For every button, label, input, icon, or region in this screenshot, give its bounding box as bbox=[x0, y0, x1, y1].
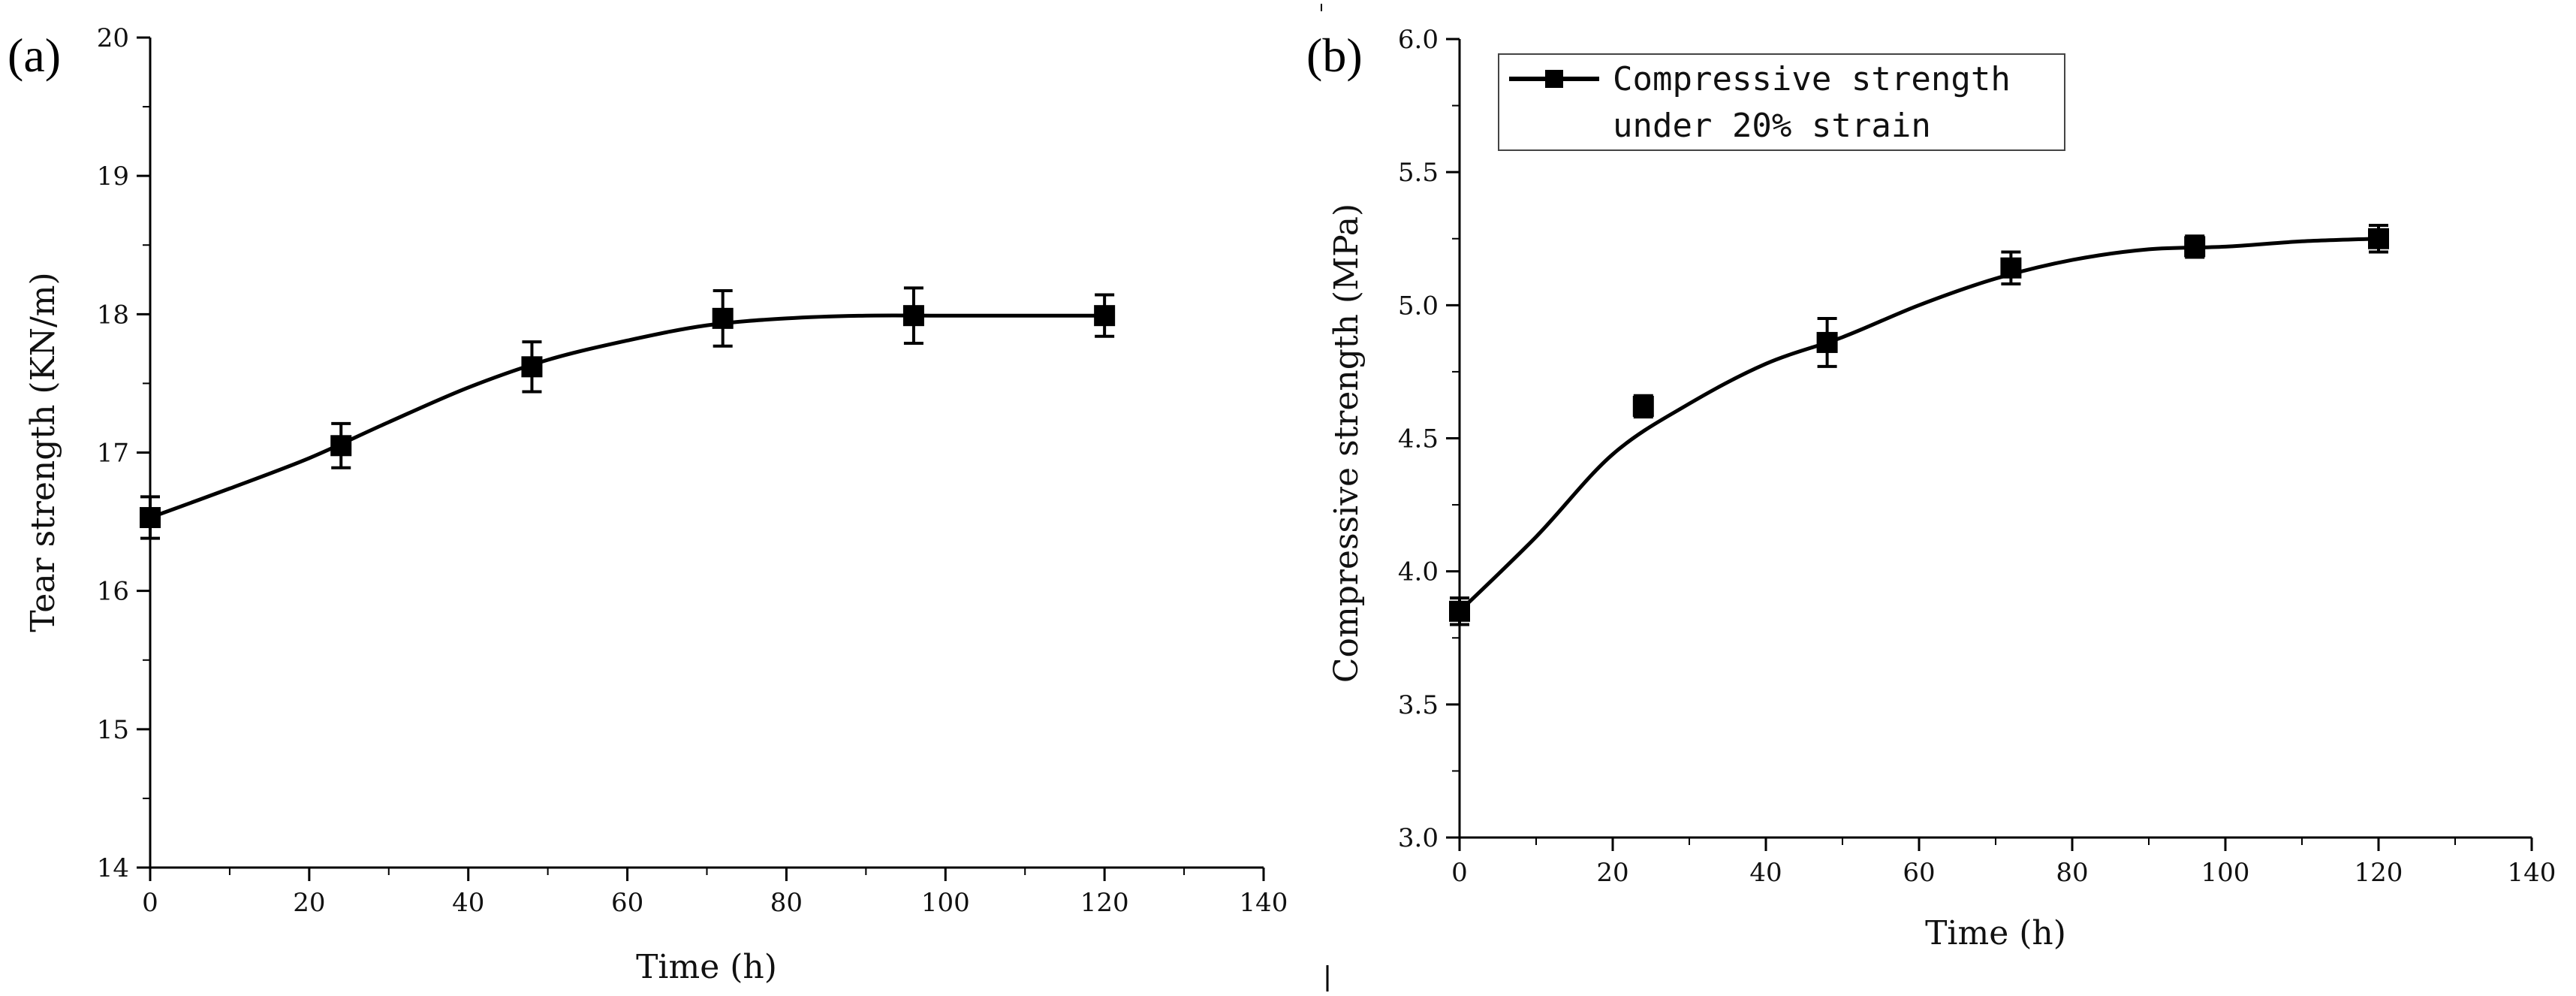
y-tick-label: 6.0 bbox=[1398, 25, 1439, 55]
y-tick-label: 16 bbox=[97, 577, 129, 607]
square-marker bbox=[2184, 236, 2206, 258]
x-tick-label: 140 bbox=[1240, 888, 1288, 918]
y-tick-label: 4.0 bbox=[1398, 557, 1439, 587]
y-tick-label: 5.0 bbox=[1398, 291, 1439, 321]
square-marker bbox=[140, 507, 161, 529]
square-marker bbox=[2000, 257, 2022, 279]
y-tick-label: 20 bbox=[97, 23, 129, 53]
x-tick-label: 80 bbox=[2056, 858, 2088, 888]
x-tick-label: 40 bbox=[452, 888, 484, 918]
x-tick-label: 20 bbox=[293, 888, 325, 918]
data-point bbox=[2184, 234, 2206, 259]
data-point bbox=[521, 340, 543, 394]
square-marker bbox=[1094, 305, 1116, 327]
data-point bbox=[1449, 596, 1470, 626]
y-tick-label: 3.0 bbox=[1398, 823, 1439, 853]
panel-a-y-ticks: 14 15 16 17 18 19 20 bbox=[97, 23, 150, 883]
data-point bbox=[712, 289, 734, 348]
y-tick-label: 5.5 bbox=[1398, 158, 1439, 188]
data-point bbox=[2000, 250, 2022, 285]
x-tick-label: 120 bbox=[2355, 858, 2403, 888]
panel-a-data-points bbox=[140, 286, 1116, 540]
data-point bbox=[2368, 224, 2389, 254]
panel-a-x-ticks: 0 20 40 60 80 100 120 140 bbox=[142, 868, 1288, 918]
panel-b-x-axis-title: Time (h) bbox=[1925, 914, 2066, 952]
panel-b-compressive-strength-chart: (b) 0 20 40 60 80 100 120 140 3.0 3.5 4.0 4.5 5.0 5.… bbox=[1306, 25, 2556, 952]
data-point bbox=[330, 421, 352, 469]
panel-a-fit-curve bbox=[149, 313, 1105, 520]
square-marker bbox=[1449, 600, 1470, 622]
square-marker bbox=[330, 435, 352, 457]
panel-b-data-points bbox=[1449, 224, 2389, 626]
y-tick-label: 15 bbox=[97, 715, 129, 745]
square-marker bbox=[712, 307, 734, 329]
panel-a-tear-strength-chart: (a) 0 20 40 60 80 100 120 140 14 15 16 17 18 19 20 Ti… bbox=[8, 23, 1288, 986]
data-point bbox=[1632, 394, 1654, 419]
y-tick-label: 4.5 bbox=[1398, 424, 1439, 454]
y-tick-label: 19 bbox=[97, 161, 129, 192]
y-tick-label: 17 bbox=[97, 439, 129, 469]
data-point bbox=[1816, 317, 1838, 368]
square-marker bbox=[902, 305, 924, 327]
panel-b-legend: Compressive strength under 20% strain bbox=[1498, 53, 2065, 151]
panel-a-x-axis-title: Time (h) bbox=[636, 948, 777, 986]
legend-text-line-1: Compressive strength bbox=[1613, 60, 2011, 98]
x-tick-label: 60 bbox=[1903, 858, 1935, 888]
panel-a-label: (a) bbox=[8, 29, 61, 82]
data-point bbox=[1094, 293, 1116, 338]
square-marker bbox=[1816, 331, 1838, 353]
square-marker bbox=[521, 356, 543, 378]
panel-b-fit-curve bbox=[1458, 237, 2379, 613]
y-tick-label: 18 bbox=[97, 300, 129, 330]
x-tick-label: 140 bbox=[2508, 858, 2556, 888]
panel-a-y-axis-title: Tear strength (KN/m) bbox=[24, 272, 62, 632]
panel-b-label: (b) bbox=[1306, 29, 1363, 82]
x-tick-label: 40 bbox=[1749, 858, 1782, 888]
x-tick-label: 20 bbox=[1596, 858, 1628, 888]
x-tick-label: 0 bbox=[142, 888, 158, 918]
x-tick-label: 120 bbox=[1080, 888, 1129, 918]
panel-b-x-ticks: 0 20 40 60 80 100 120 140 bbox=[1451, 838, 2556, 888]
legend-box bbox=[1498, 53, 2065, 151]
square-marker bbox=[2368, 228, 2389, 249]
x-tick-label: 0 bbox=[1451, 858, 1468, 888]
legend-text-line-2: under 20% strain bbox=[1613, 107, 1931, 145]
y-tick-label: 3.5 bbox=[1398, 690, 1439, 720]
x-tick-label: 60 bbox=[611, 888, 643, 918]
data-point bbox=[140, 495, 161, 540]
data-point bbox=[902, 286, 924, 346]
x-tick-label: 100 bbox=[2201, 858, 2250, 888]
x-tick-label: 100 bbox=[921, 888, 970, 918]
square-marker bbox=[1632, 395, 1654, 417]
legend-square-marker bbox=[1545, 70, 1563, 88]
y-tick-label: 14 bbox=[97, 853, 129, 883]
panel-b-y-ticks: 3.0 3.5 4.0 4.5 5.0 5.5 6.0 bbox=[1398, 25, 1460, 853]
panel-b-y-axis-title: Compressive strength (MPa) bbox=[1327, 204, 1366, 683]
x-tick-label: 80 bbox=[770, 888, 803, 918]
